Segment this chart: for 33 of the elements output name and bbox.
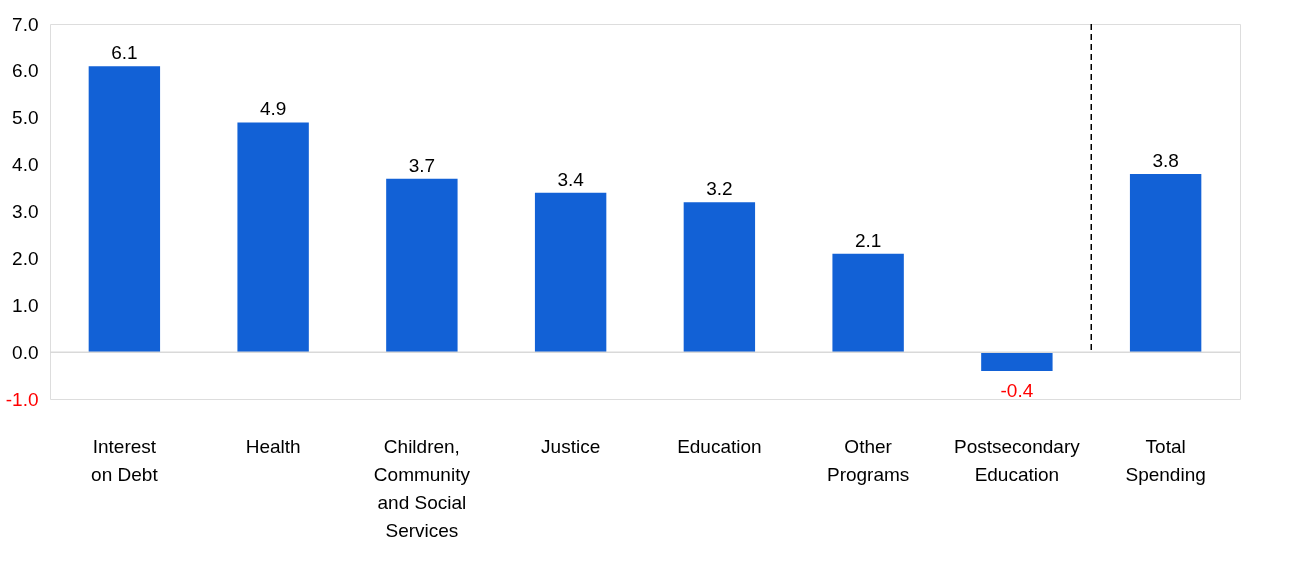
y-tick-label: 5.0 — [12, 107, 39, 129]
bar — [386, 178, 458, 353]
y-tick-label: 1.0 — [12, 294, 39, 316]
bar — [981, 352, 1053, 371]
bar — [88, 66, 161, 353]
data-label: 3.8 — [1152, 150, 1179, 171]
x-tick-label: Children, Community and Social Services — [373, 435, 471, 541]
y-tick-label: 0.0 — [12, 341, 39, 363]
bar — [683, 202, 756, 353]
x-tick-label: Justice — [541, 435, 601, 457]
x-tick-label: Interest on Debt — [91, 435, 159, 485]
data-label: 3.7 — [408, 154, 436, 176]
data-label: 3.2 — [706, 178, 733, 200]
bar — [1129, 174, 1202, 353]
y-tick-label: 3.0 — [12, 201, 39, 222]
data-label: 4.9 — [259, 98, 287, 120]
y-tick-label: 6.0 — [12, 60, 39, 82]
data-label: -0.4 — [1000, 379, 1034, 401]
bar — [237, 122, 309, 353]
x-tick-label: Postsecondary Education — [954, 435, 1081, 485]
x-tick-label: Total Spending — [1125, 435, 1206, 485]
y-tick-label: 2.0 — [12, 247, 39, 269]
x-tick-label: Education — [677, 435, 762, 457]
data-label: 2.1 — [854, 229, 882, 251]
x-tick-label: Other Programs — [826, 435, 910, 485]
y-tick-label: 7.0 — [12, 13, 39, 35]
x-tick-label: Health — [245, 435, 301, 457]
bar — [534, 192, 607, 353]
bar — [832, 253, 904, 353]
data-label: 3.4 — [557, 168, 585, 190]
y-tick-label: -1.0 — [5, 388, 39, 410]
y-tick-label: 4.0 — [12, 154, 39, 176]
data-label: 6.1 — [111, 42, 138, 64]
